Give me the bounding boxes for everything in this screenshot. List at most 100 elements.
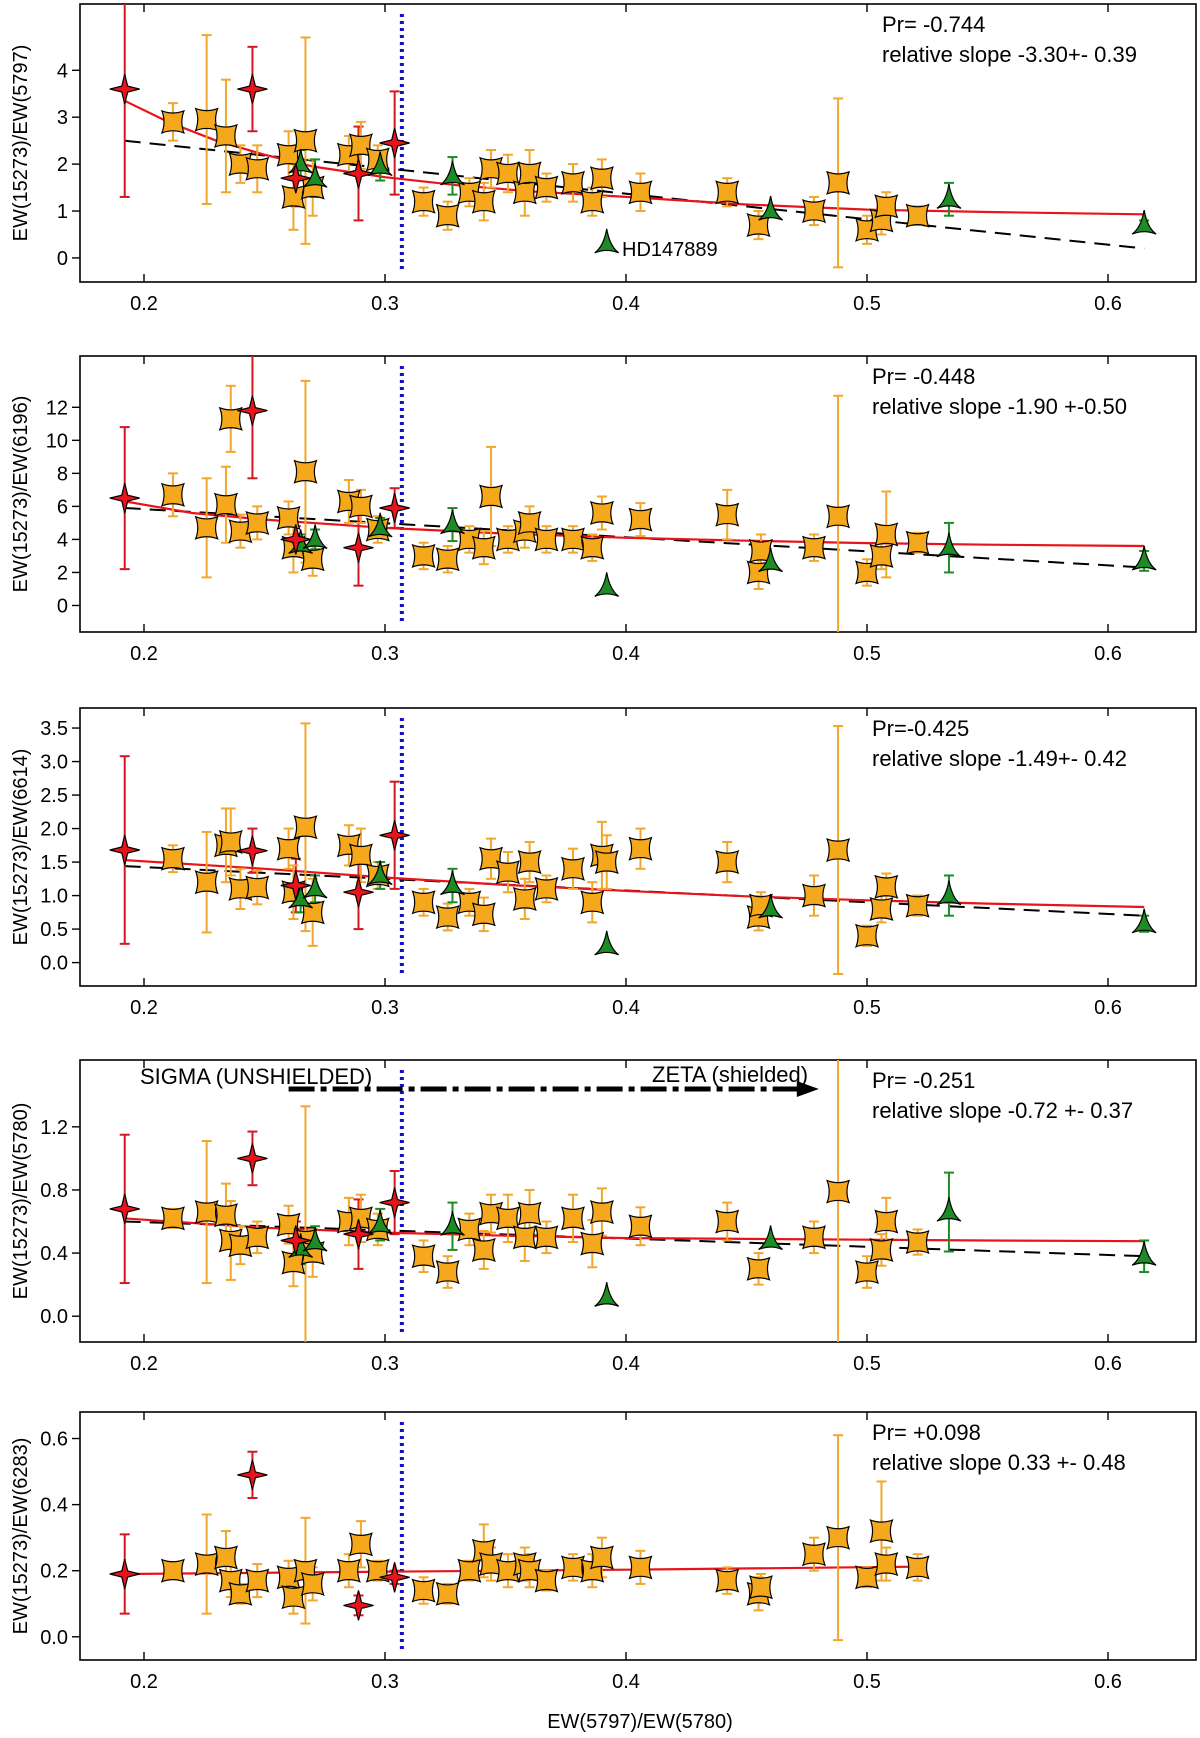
orange-square-point — [160, 109, 185, 134]
orange-square-point — [411, 1578, 436, 1603]
orange-square-point — [245, 510, 270, 535]
orange-square-point — [715, 180, 740, 205]
orange-square-point — [826, 1179, 851, 1204]
x-tick-label: 0.3 — [371, 293, 399, 315]
orange-square-point — [471, 902, 496, 927]
orange-square-point — [580, 535, 605, 560]
y-tick-label: 0.0 — [40, 1306, 68, 1328]
x-tick-label: 0.2 — [130, 997, 158, 1019]
green-triangle-point — [936, 184, 962, 209]
red-star-point — [109, 73, 140, 105]
y-tick-label: 0.0 — [40, 953, 68, 975]
orange-square-point — [300, 1571, 325, 1596]
green-triangle-point — [1131, 1241, 1157, 1266]
red-star-point — [343, 1218, 374, 1250]
green-triangle-point — [440, 160, 465, 186]
green-triangle-point — [1131, 545, 1157, 571]
red-star-point — [109, 482, 140, 514]
orange-square-point — [348, 843, 373, 868]
orange-square-point — [517, 1201, 542, 1226]
red-star-point — [343, 532, 374, 563]
orange-square-point — [228, 1581, 253, 1606]
orange-square-point — [905, 1555, 930, 1580]
orange-square-point — [826, 837, 851, 863]
orange-square-point — [801, 1542, 827, 1567]
orange-square-point — [228, 1233, 253, 1258]
orange-square-point — [336, 1558, 361, 1583]
orange-square-point — [512, 180, 537, 205]
orange-square-point — [589, 1545, 614, 1570]
orange-square-point — [874, 522, 899, 547]
orange-square-point — [457, 1558, 482, 1583]
orange-square-point — [534, 175, 559, 200]
orange-square-point — [245, 875, 270, 900]
orange-square-point — [560, 527, 586, 552]
y-tick-label: 0.6 — [40, 1429, 68, 1451]
y-tick-label: 8 — [57, 463, 68, 485]
orange-square-point — [411, 890, 436, 915]
orange-square-point — [411, 189, 436, 214]
x-tick-label: 0.2 — [130, 1671, 158, 1693]
y-tick-label: 0.0 — [40, 1627, 68, 1649]
orange-square-point — [905, 893, 930, 918]
plot-frame — [79, 1411, 1197, 1661]
y-tick-label: 0.8 — [40, 1180, 68, 1202]
panel-2: 0.2 0.3 0.4 0.5 0.6 0 2 4 6 8 10 12 EW(15273)/EW(619… — [10, 355, 1197, 665]
orange-square-point — [281, 184, 306, 209]
plot-frame — [79, 3, 1197, 283]
orange-square-point — [245, 1568, 270, 1593]
orange-square-point — [245, 156, 270, 181]
green-triangle-point — [594, 572, 620, 597]
y-tick-label: 0.4 — [40, 1243, 68, 1265]
x-tick-label: 0.4 — [612, 643, 640, 665]
green-triangle-point — [302, 873, 328, 899]
orange-square-point — [715, 502, 740, 527]
y-tick-label: 2 — [57, 154, 68, 176]
green-triangle-point — [936, 1196, 962, 1222]
green-triangle-point — [936, 532, 962, 558]
y-tick-label: 3.0 — [40, 752, 68, 774]
x-axis-label: EW(5797)/EW(5780) — [547, 1711, 733, 1733]
green-triangle-point — [594, 930, 620, 956]
orange-square-point — [471, 189, 496, 214]
plot-area — [109, 4, 1157, 272]
y-tick-label: 10 — [46, 430, 68, 452]
orange-square-point — [160, 846, 185, 871]
green-triangle-point — [1131, 908, 1157, 934]
orange-square-point — [228, 519, 253, 544]
slope-annotation: relative slope 0.33 +- 0.48 — [872, 1450, 1126, 1475]
orange-square-point — [495, 527, 520, 552]
orange-square-point — [826, 170, 851, 195]
orange-square-point — [160, 1558, 185, 1583]
y-tick-label: 2.5 — [40, 785, 68, 807]
orange-square-point — [580, 1231, 605, 1256]
orange-square-point — [517, 850, 542, 875]
orange-square-point — [826, 1525, 851, 1550]
y-tick-label: 6 — [57, 496, 68, 518]
x-tick-label: 0.4 — [612, 293, 640, 315]
orange-square-point — [534, 527, 559, 552]
orange-square-point — [874, 1552, 899, 1577]
panel-3: 0.2 0.3 0.4 0.5 0.6 0.0 0.5 1.0 1.5 2.0 2.5 3.0 3.5 E… — [10, 707, 1197, 1019]
red-star-point — [343, 158, 374, 189]
slope-annotation: relative slope -1.49+- 0.42 — [872, 746, 1127, 771]
x-tick-label: 0.5 — [853, 1353, 881, 1375]
orange-square-point — [746, 1256, 771, 1281]
plot-frame — [79, 707, 1197, 987]
panel-5: 0.2 0.3 0.4 0.5 0.6 0.0 0.2 0.4 0.6 EW(15273)/EW(… — [10, 1411, 1197, 1693]
orange-square-point — [801, 883, 827, 908]
orange-square-point — [479, 484, 504, 509]
orange-square-point — [826, 504, 851, 529]
orange-square-point — [580, 189, 605, 214]
orange-square-point — [512, 1225, 537, 1250]
y-tick-label: 1.2 — [40, 1117, 68, 1139]
red-star-point — [379, 1562, 410, 1593]
red-star-point — [280, 1225, 311, 1256]
y-tick-label: 0.5 — [40, 919, 68, 941]
green-triangle-point — [936, 880, 962, 906]
orange-square-point — [160, 1206, 185, 1231]
x-tick-label: 0.4 — [612, 997, 640, 1019]
orange-square-point — [628, 180, 653, 205]
orange-square-point — [512, 886, 537, 911]
